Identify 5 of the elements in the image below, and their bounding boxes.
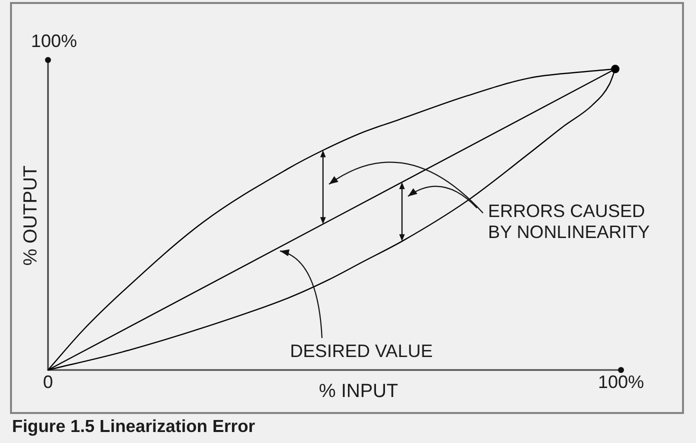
x-axis-title: % INPUT [318, 381, 398, 402]
caption: Figure 1.5 Linearization Error [12, 416, 256, 436]
text: 100% [30, 30, 78, 51]
x-tick-label: 0 [42, 372, 54, 392]
y-axis-title: % OUTPUT [20, 164, 42, 266]
